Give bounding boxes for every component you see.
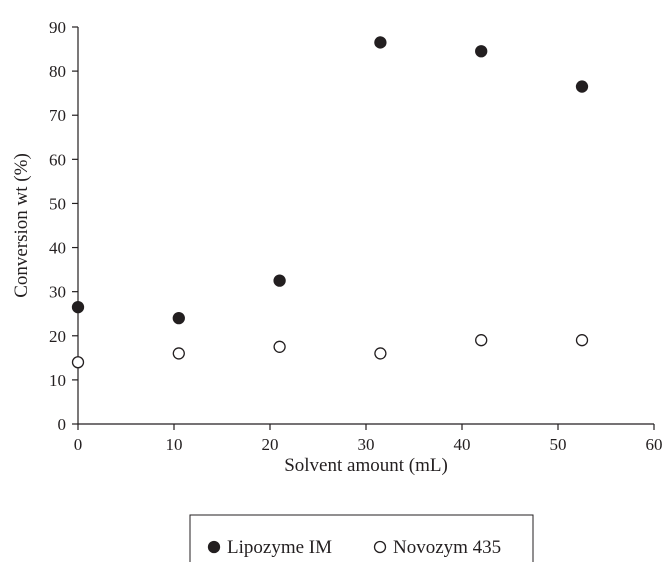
data-point-lipozyme-im xyxy=(575,80,589,93)
y-tick-label: 40 xyxy=(49,239,66,258)
x-tick-label: 10 xyxy=(166,435,183,454)
data-point-novozym-435 xyxy=(273,340,286,353)
data-point-lipozyme-im xyxy=(71,300,85,314)
y-tick-label: 60 xyxy=(49,150,66,169)
y-tick-label: 70 xyxy=(49,106,66,125)
legend: Lipozyme IM Novozym 435 xyxy=(189,514,534,562)
legend-label-lipozyme-im: Lipozyme IM xyxy=(227,537,332,558)
data-points xyxy=(71,36,589,369)
x-axis-title: Solvent amount (mL) xyxy=(284,455,448,476)
y-tick-label: 10 xyxy=(49,371,66,390)
y-tick-label: 0 xyxy=(58,415,67,434)
x-axis-ticks: 0 10 20 30 40 50 60 xyxy=(74,424,663,454)
data-point-lipozyme-im xyxy=(374,36,387,49)
x-tick-label: 60 xyxy=(646,435,663,454)
data-point-novozym-435 xyxy=(475,334,488,347)
legend-marker-lipozyme-im xyxy=(207,540,221,554)
data-point-lipozyme-im xyxy=(475,45,488,58)
x-tick-label: 50 xyxy=(550,435,567,454)
y-axis-ticks: 0 10 20 30 40 50 60 70 80 90 xyxy=(49,18,78,434)
data-point-lipozyme-im xyxy=(273,274,286,287)
y-tick-label: 90 xyxy=(49,18,66,37)
y-axis-title: Conversion wt (%) xyxy=(11,153,32,298)
y-tick-label: 30 xyxy=(49,283,66,302)
legend-box xyxy=(189,514,534,562)
x-tick-label: 20 xyxy=(262,435,279,454)
data-point-novozym-435 xyxy=(374,347,387,360)
y-tick-label: 50 xyxy=(49,194,66,213)
data-point-novozym-435 xyxy=(172,347,185,360)
data-point-novozym-435 xyxy=(575,334,589,347)
y-tick-label: 80 xyxy=(49,62,66,81)
x-tick-label: 30 xyxy=(358,435,375,454)
legend-label-novozym-435: Novozym 435 xyxy=(393,537,501,558)
y-tick-label: 20 xyxy=(49,327,66,346)
x-tick-label: 40 xyxy=(454,435,471,454)
legend-marker-novozym-435 xyxy=(373,540,387,554)
data-point-lipozyme-im xyxy=(172,311,185,325)
x-tick-label: 0 xyxy=(74,435,83,454)
data-point-novozym-435 xyxy=(71,356,85,369)
